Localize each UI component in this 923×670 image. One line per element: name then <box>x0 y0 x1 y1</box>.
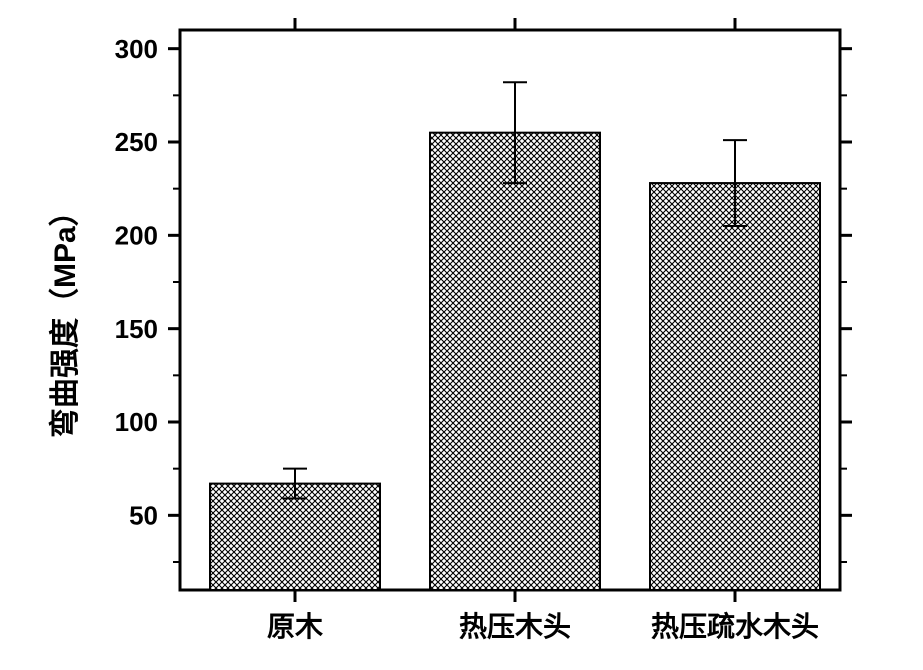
ytick-label: 200 <box>115 220 158 250</box>
bar-chart: 弯曲强度（MPa） 50 100 150 200 250 300 原木 热压木头 热压疏水木头 <box>0 0 923 670</box>
ytick-label: 150 <box>115 314 158 344</box>
bar <box>210 484 380 590</box>
bar <box>650 183 820 590</box>
chart-svg: 50 100 150 200 250 300 原木 热压木头 热压疏水木头 <box>0 0 923 670</box>
ytick-label: 50 <box>129 500 158 530</box>
bar <box>430 133 600 590</box>
x-category-label: 热压疏水木头 <box>651 610 819 642</box>
y-axis-label: 弯曲强度（MPa） <box>40 197 84 439</box>
ytick-label: 100 <box>115 407 158 437</box>
x-category-label: 原木 <box>267 611 323 642</box>
ytick-label: 300 <box>115 34 158 64</box>
ytick-label: 250 <box>115 127 158 157</box>
x-category-label: 热压木头 <box>459 611 571 642</box>
